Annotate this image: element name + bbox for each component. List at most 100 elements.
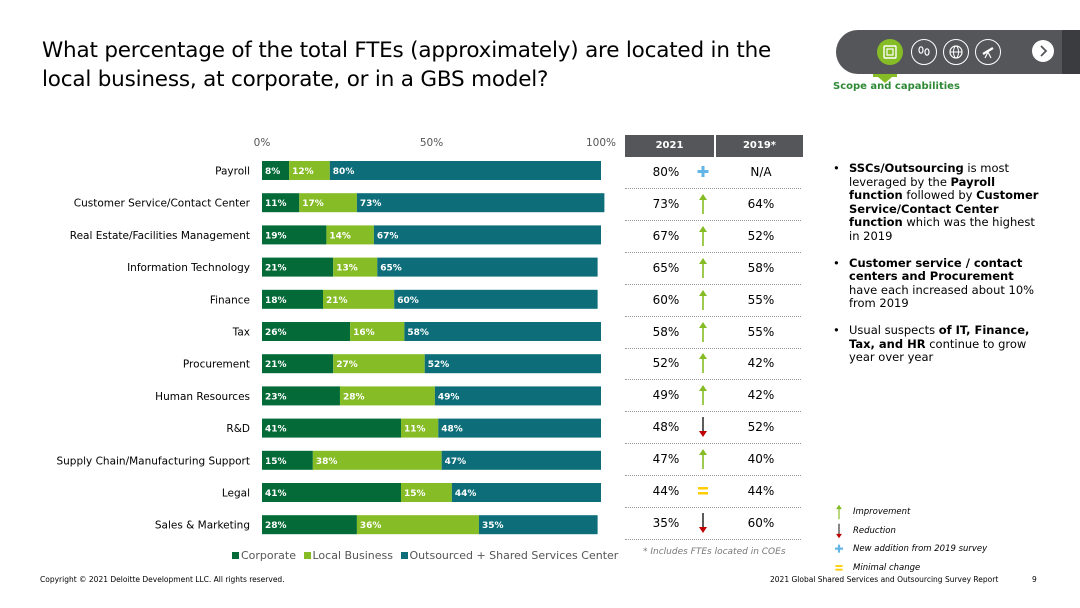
data-label: 38% [316, 457, 338, 467]
legend-swatch-local [303, 552, 311, 559]
table-row: 65% 58% [625, 253, 801, 285]
value-2021: 48% [652, 420, 680, 435]
bar-segment [262, 354, 334, 374]
bar-segment [451, 483, 601, 502]
bar-segment [333, 354, 425, 374]
data-label: 47% [445, 457, 467, 467]
data-label: 17% [302, 199, 324, 209]
table-row: 49% 42% [625, 380, 801, 413]
category-label: Human Resources [155, 391, 250, 403]
bar-segment [424, 354, 601, 374]
data-label: 18% [265, 296, 287, 306]
stacked-bar-chart: 0% 50% 100% Payroll 8% 12% 80% Customer Service… [56, 137, 616, 535]
data-label: 16% [353, 328, 375, 338]
value-2021: 67% [652, 228, 680, 243]
data-label: 8% [265, 167, 280, 177]
legend-swatch-corporate [232, 552, 239, 559]
footprints-icon[interactable] [911, 39, 937, 65]
category-label: Legal [222, 488, 250, 500]
bar-segment [262, 386, 340, 406]
data-label: 11% [265, 199, 287, 209]
value-2021: 35% [652, 515, 680, 530]
value-2021: 49% [652, 388, 680, 403]
data-label: 36% [360, 521, 382, 531]
data-label: 21% [265, 264, 287, 274]
value-2019: N/A [750, 165, 772, 179]
data-label: 27% [336, 360, 358, 370]
data-label: 15% [265, 457, 287, 467]
nav-cap [1062, 30, 1080, 74]
table-header-2019: 2019* [716, 135, 803, 157]
data-label: 67% [377, 231, 399, 241]
value-2019: 60% [747, 515, 775, 530]
data-label: 44% [455, 489, 477, 499]
key-label: Minimal change [853, 562, 921, 573]
scope-icon[interactable] [877, 39, 903, 65]
value-2021: 80% [652, 165, 680, 179]
telescope-icon[interactable] [975, 39, 1001, 65]
chevron-right-icon[interactable] [1032, 40, 1054, 62]
section-label: Scope and capabilities [833, 81, 960, 92]
bar-segment [441, 450, 601, 470]
data-label: 15% [404, 489, 426, 499]
data-label: 19% [265, 231, 287, 241]
data-label: 23% [265, 392, 287, 402]
legend-local: Local Business [303, 549, 393, 562]
value-2019: 55% [747, 324, 775, 339]
table-footnote: * Includes FTEs located in COEs [643, 547, 786, 557]
arrow-up-icon [695, 384, 711, 406]
arrow-down-icon [695, 416, 711, 438]
arrow-up-icon [833, 504, 847, 520]
bar-segment [356, 515, 479, 535]
data-label: 11% [404, 425, 426, 435]
equals-icon [695, 480, 711, 502]
bar-segment [339, 386, 435, 406]
value-2021: 73% [652, 196, 680, 211]
finding-bullet: SSCs/Outsourcing is most leveraged by th… [833, 161, 1043, 244]
globe-icon[interactable] [943, 39, 969, 65]
data-label: 21% [265, 360, 287, 370]
data-label: 65% [380, 264, 402, 274]
data-label: 35% [482, 521, 504, 531]
category-label: Finance [210, 294, 250, 306]
bar-segment [262, 257, 334, 277]
category-label: Payroll [215, 166, 250, 178]
arrow-up-icon [695, 289, 711, 311]
plus-icon [833, 541, 847, 557]
bar-segment [438, 418, 601, 438]
bar-segment [299, 193, 357, 213]
bar-segment [323, 289, 395, 309]
data-label: 21% [326, 296, 348, 306]
data-label: 13% [336, 264, 358, 274]
bar-segment [262, 193, 300, 213]
bar-segment [262, 450, 313, 470]
category-label: Real Estate/Facilities Management [70, 230, 250, 242]
legend-swatch-outsourced [400, 552, 408, 559]
active-section-marker [873, 74, 897, 83]
table-row: 73% 64% [625, 189, 801, 221]
chart-legend: Corporate Local Business Outsourced + Sh… [232, 549, 622, 562]
data-label: 28% [343, 392, 365, 402]
equals-icon [833, 560, 847, 576]
value-2019: 44% [747, 484, 775, 498]
key-label: Reduction [853, 525, 896, 536]
table-row: 52% 42% [625, 348, 801, 381]
bar-segment [312, 450, 442, 470]
value-2019: 42% [747, 388, 775, 403]
arrow-up-icon [695, 257, 711, 279]
arrow-up-icon [695, 448, 711, 470]
legend-label-corporate: Corporate [241, 549, 296, 562]
arrow-down-icon [695, 512, 711, 534]
arrow-up-icon [695, 193, 711, 215]
table-row: 80% N/A [625, 157, 801, 189]
category-label: Procurement [183, 359, 250, 371]
table-row: 47% 40% [625, 444, 801, 477]
category-label: Tax [232, 327, 250, 339]
value-2021: 65% [652, 260, 680, 275]
bar-segment [289, 161, 330, 180]
bar-segment [262, 322, 351, 341]
bar-segment [262, 289, 324, 309]
key-label: New addition from 2019 survey [853, 544, 988, 554]
bar-segment [350, 322, 405, 341]
data-label: 48% [441, 425, 463, 435]
